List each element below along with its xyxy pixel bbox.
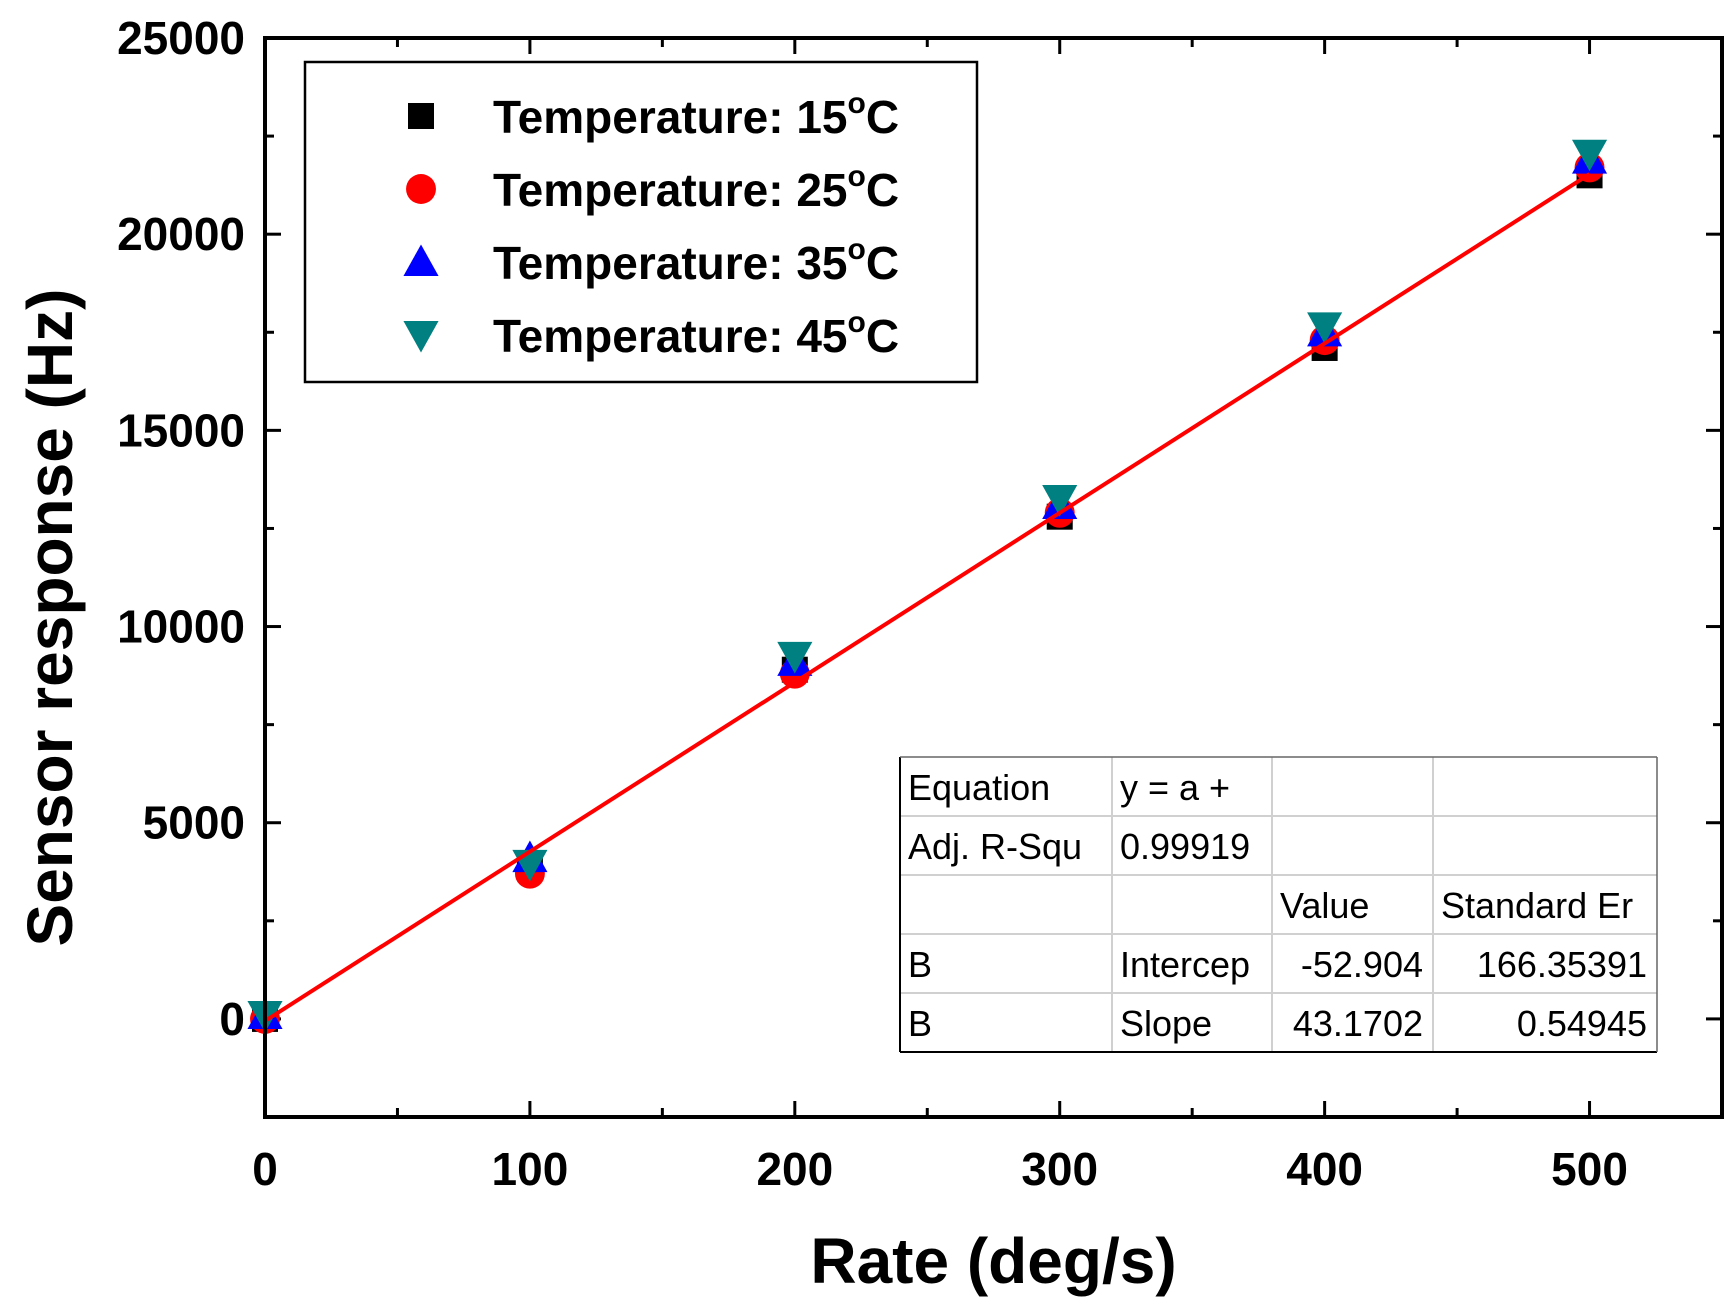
legend-item: Temperature: 15oC xyxy=(408,87,899,143)
plot-frame xyxy=(263,36,1724,1119)
table-cell: Intercep xyxy=(1120,944,1250,985)
data-point xyxy=(1307,312,1343,344)
x-axis-title: Rate (deg/s) xyxy=(810,1225,1176,1297)
table-cell: Slope xyxy=(1120,1003,1212,1044)
legend-label: Temperature: 35oC xyxy=(493,233,899,289)
data-point xyxy=(1042,484,1078,517)
table-cell: Adj. R-Squ xyxy=(908,826,1082,867)
y-tick-label: 15000 xyxy=(117,404,245,456)
x-tick-label: 400 xyxy=(1286,1143,1363,1195)
x-tick-label: 0 xyxy=(252,1143,278,1195)
legend-marker xyxy=(406,174,436,204)
table-cell: B xyxy=(908,1003,932,1044)
data-point xyxy=(777,641,813,674)
x-tick-label: 500 xyxy=(1551,1143,1628,1195)
table-cell: B xyxy=(908,944,932,985)
legend-marker xyxy=(403,320,439,353)
legend-label: Temperature: 15oC xyxy=(493,87,899,143)
table-cell: Equation xyxy=(908,767,1050,808)
legend-marker xyxy=(408,103,434,129)
y-tick-label: 20000 xyxy=(117,208,245,260)
x-tick-label: 100 xyxy=(492,1143,569,1195)
legend-item: Temperature: 35oC xyxy=(403,233,899,289)
y-tick-label: 25000 xyxy=(117,12,245,64)
axis-tick-labels: 0 100 200 300 400 500050001000015000200002500… xyxy=(117,12,1628,1195)
table-cell: 166.35391 xyxy=(1477,944,1647,985)
legend-label: Temperature: 25oC xyxy=(493,160,899,216)
table-cell: y = a + xyxy=(1120,767,1230,808)
fit-line xyxy=(263,172,1591,1023)
legend-item: Temperature: 45oC xyxy=(403,306,899,362)
table-cell: 0.54945 xyxy=(1517,1003,1647,1044)
y-tick-label: 5000 xyxy=(143,797,245,849)
y-tick-label: 10000 xyxy=(117,601,245,653)
legend-label: Temperature: 45oC xyxy=(493,306,899,362)
table-cell: 0.99919 xyxy=(1120,826,1250,867)
y-tick-label: 0 xyxy=(219,993,245,1045)
legend: Temperature: 15oC Temperature: 25oC Temper… xyxy=(303,60,979,384)
data-point xyxy=(1571,139,1608,172)
x-tick-label: 200 xyxy=(756,1143,833,1195)
table-background xyxy=(900,757,1657,1052)
fit-results-table: Equation y = a + Adj. R-Squ 0.99919 Value Sta… xyxy=(899,756,1658,1053)
table-cell: 43.1702 xyxy=(1293,1003,1423,1044)
y-axis-title: Sensor response (Hz) xyxy=(14,289,86,947)
legend-marker xyxy=(403,244,439,277)
table-cell: Standard Er xyxy=(1441,885,1633,926)
table-cell: -52.904 xyxy=(1301,944,1423,985)
table-cell: Value xyxy=(1280,885,1369,926)
legend-item: Temperature: 25oC xyxy=(406,160,899,216)
x-tick-label: 300 xyxy=(1021,1143,1098,1195)
